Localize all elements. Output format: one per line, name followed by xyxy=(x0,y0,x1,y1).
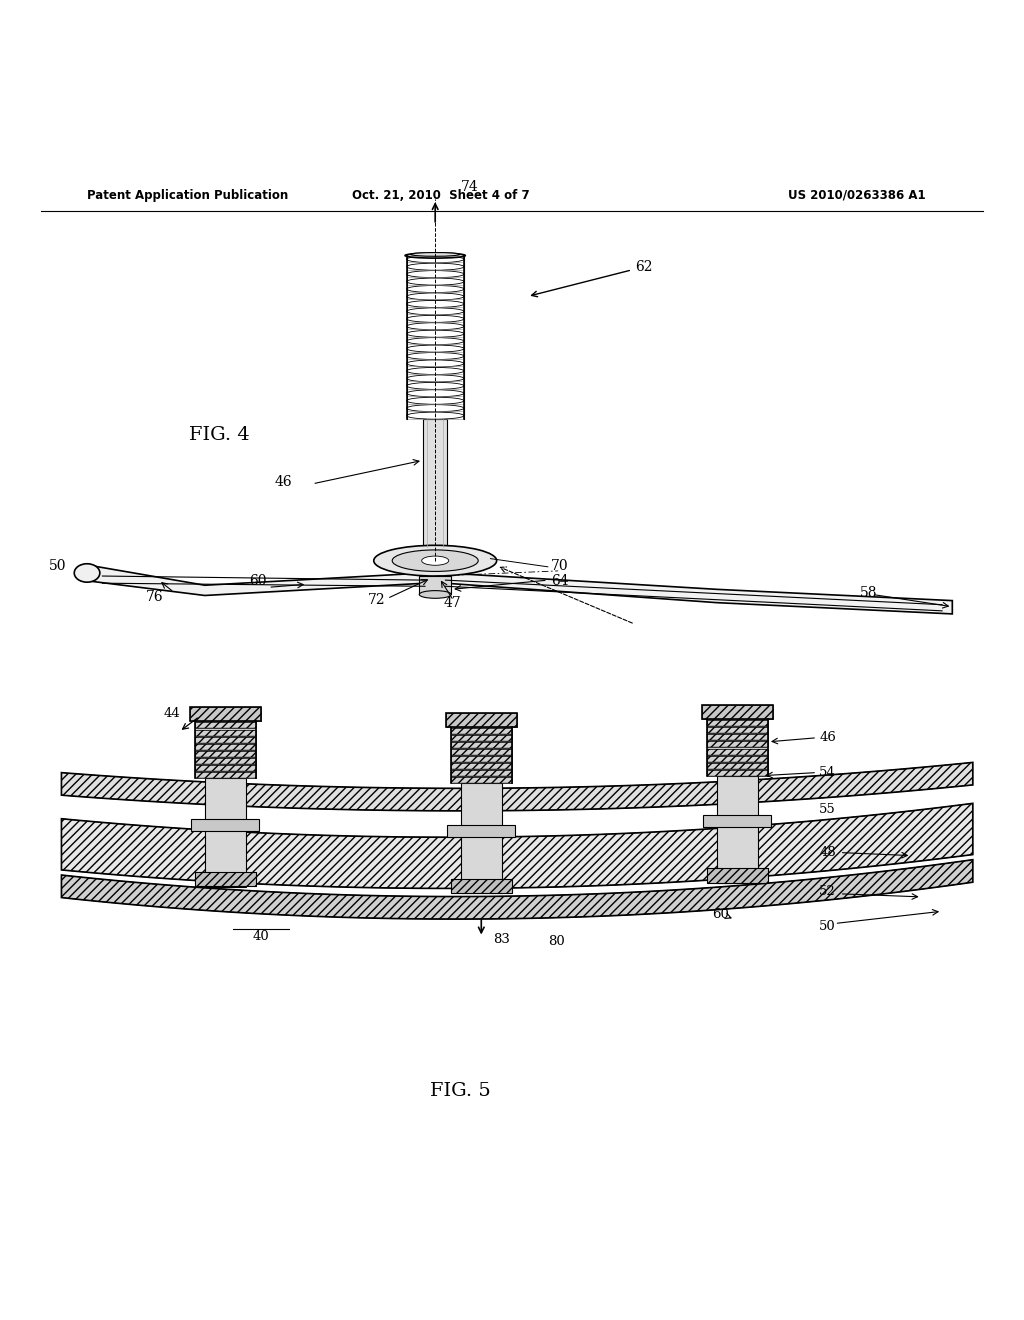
Ellipse shape xyxy=(406,253,465,259)
Text: FIG. 5: FIG. 5 xyxy=(430,1082,492,1100)
Text: 58: 58 xyxy=(860,586,878,601)
Polygon shape xyxy=(195,730,256,735)
Polygon shape xyxy=(195,722,256,729)
Polygon shape xyxy=(707,748,768,755)
Polygon shape xyxy=(445,573,952,614)
Ellipse shape xyxy=(407,367,464,375)
Polygon shape xyxy=(707,869,768,883)
Text: 70: 70 xyxy=(551,558,568,573)
Polygon shape xyxy=(451,742,512,748)
Polygon shape xyxy=(195,751,256,756)
Polygon shape xyxy=(195,758,256,764)
Polygon shape xyxy=(461,783,502,894)
Text: US 2010/0263386 A1: US 2010/0263386 A1 xyxy=(788,189,926,202)
Ellipse shape xyxy=(407,345,464,352)
Ellipse shape xyxy=(407,285,464,293)
Ellipse shape xyxy=(407,301,464,308)
Polygon shape xyxy=(707,742,768,747)
Polygon shape xyxy=(61,804,973,888)
Text: 52: 52 xyxy=(819,886,836,899)
Polygon shape xyxy=(702,705,772,719)
Polygon shape xyxy=(451,735,512,741)
Polygon shape xyxy=(707,727,768,734)
Polygon shape xyxy=(451,756,512,762)
Text: 46: 46 xyxy=(819,731,836,744)
Text: 50: 50 xyxy=(49,558,67,573)
Ellipse shape xyxy=(407,293,464,300)
Text: Patent Application Publication: Patent Application Publication xyxy=(87,189,289,202)
Text: 64: 64 xyxy=(551,574,568,589)
Polygon shape xyxy=(451,748,512,755)
Polygon shape xyxy=(205,777,246,887)
Polygon shape xyxy=(707,721,768,726)
Polygon shape xyxy=(419,576,452,594)
Text: 76: 76 xyxy=(146,590,164,603)
Polygon shape xyxy=(707,734,768,741)
Text: 60: 60 xyxy=(712,908,728,921)
Polygon shape xyxy=(61,763,973,810)
Polygon shape xyxy=(195,772,256,777)
Text: 50: 50 xyxy=(819,920,836,933)
Text: 62: 62 xyxy=(531,260,652,297)
Polygon shape xyxy=(61,859,973,919)
Polygon shape xyxy=(717,776,758,883)
Ellipse shape xyxy=(407,330,464,337)
Ellipse shape xyxy=(374,545,497,576)
Text: 40: 40 xyxy=(253,929,269,942)
Ellipse shape xyxy=(407,383,464,389)
Ellipse shape xyxy=(422,556,449,565)
Ellipse shape xyxy=(407,271,464,277)
Polygon shape xyxy=(451,770,512,776)
Text: 83: 83 xyxy=(494,933,510,946)
Polygon shape xyxy=(82,566,425,595)
Ellipse shape xyxy=(407,338,464,345)
Text: 74: 74 xyxy=(461,180,478,194)
Polygon shape xyxy=(707,770,768,776)
Polygon shape xyxy=(451,763,512,770)
Text: 46: 46 xyxy=(274,475,292,488)
Ellipse shape xyxy=(407,256,464,263)
Ellipse shape xyxy=(392,550,478,572)
Polygon shape xyxy=(195,764,256,771)
Text: 48: 48 xyxy=(819,846,836,859)
Ellipse shape xyxy=(407,352,464,359)
Polygon shape xyxy=(707,763,768,768)
Polygon shape xyxy=(190,708,260,722)
Ellipse shape xyxy=(407,308,464,315)
Polygon shape xyxy=(451,879,512,894)
Text: Oct. 21, 2010  Sheet 4 of 7: Oct. 21, 2010 Sheet 4 of 7 xyxy=(351,189,529,202)
Text: 60: 60 xyxy=(249,574,266,589)
Polygon shape xyxy=(451,777,512,783)
Ellipse shape xyxy=(407,360,464,367)
Text: 55: 55 xyxy=(819,804,836,817)
Ellipse shape xyxy=(411,252,460,256)
Polygon shape xyxy=(191,818,259,832)
Polygon shape xyxy=(195,737,256,743)
Ellipse shape xyxy=(407,397,464,404)
Polygon shape xyxy=(703,814,771,826)
Ellipse shape xyxy=(407,279,464,285)
Ellipse shape xyxy=(419,590,452,598)
Ellipse shape xyxy=(407,315,464,322)
Polygon shape xyxy=(707,755,768,762)
Text: FIG. 4: FIG. 4 xyxy=(189,426,250,444)
Ellipse shape xyxy=(407,389,464,397)
Polygon shape xyxy=(446,713,516,727)
Text: 54: 54 xyxy=(819,766,836,779)
Polygon shape xyxy=(195,871,256,886)
Polygon shape xyxy=(451,727,512,734)
Ellipse shape xyxy=(407,322,464,330)
Ellipse shape xyxy=(407,263,464,271)
Text: 44: 44 xyxy=(164,706,180,719)
Ellipse shape xyxy=(407,412,464,420)
Text: 72: 72 xyxy=(368,593,385,607)
Ellipse shape xyxy=(407,405,464,412)
Ellipse shape xyxy=(407,375,464,381)
Ellipse shape xyxy=(75,564,100,582)
Polygon shape xyxy=(195,743,256,750)
Text: 80: 80 xyxy=(548,935,564,948)
Text: 47: 47 xyxy=(443,595,461,610)
Polygon shape xyxy=(447,825,515,837)
Polygon shape xyxy=(423,420,447,548)
